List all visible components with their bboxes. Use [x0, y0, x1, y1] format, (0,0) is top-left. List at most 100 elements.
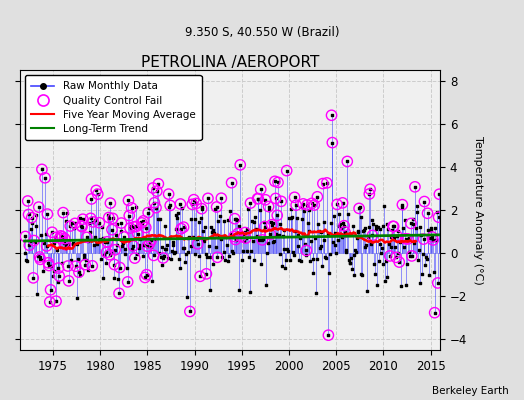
Point — [361, 225, 369, 231]
Point — [55, 273, 63, 279]
Point — [294, 232, 303, 238]
Point — [105, 214, 113, 221]
Point — [312, 290, 320, 296]
Point — [386, 253, 394, 259]
Point — [179, 245, 187, 251]
Point — [407, 220, 415, 227]
Point — [209, 261, 217, 268]
Point — [141, 274, 149, 281]
Point — [301, 252, 310, 258]
Point — [401, 236, 410, 242]
Point — [314, 220, 322, 227]
Point — [113, 242, 121, 248]
Point — [179, 224, 188, 230]
Point — [31, 212, 40, 218]
Point — [368, 232, 377, 239]
Point — [27, 214, 36, 221]
Point — [265, 203, 273, 210]
Point — [297, 258, 305, 264]
Point — [190, 250, 199, 257]
Point — [340, 222, 348, 229]
Point — [435, 191, 443, 197]
Point — [66, 240, 74, 247]
Point — [269, 220, 278, 226]
Point — [45, 262, 53, 269]
Point — [388, 226, 396, 233]
Point — [373, 282, 381, 288]
Point — [234, 230, 242, 237]
Point — [75, 272, 84, 278]
Point — [77, 214, 85, 221]
Point — [309, 256, 318, 262]
Point — [389, 223, 397, 230]
Point — [129, 243, 137, 249]
Point — [290, 194, 299, 200]
Point — [306, 258, 314, 264]
Point — [366, 186, 374, 192]
Point — [310, 202, 319, 208]
Point — [408, 216, 417, 222]
Point — [383, 221, 391, 227]
Point — [285, 214, 293, 221]
Point — [319, 180, 327, 187]
Point — [236, 162, 244, 168]
Point — [258, 237, 267, 243]
Point — [154, 181, 162, 187]
Point — [315, 244, 324, 251]
Point — [305, 207, 314, 213]
Point — [268, 222, 276, 228]
Point — [168, 247, 176, 254]
Point — [359, 226, 368, 233]
Point — [342, 247, 351, 253]
Point — [79, 216, 87, 222]
Point — [381, 278, 389, 284]
Point — [202, 271, 211, 277]
Point — [254, 196, 262, 202]
Point — [348, 266, 356, 273]
Point — [367, 241, 375, 248]
Point — [72, 241, 81, 247]
Point — [130, 255, 139, 261]
Point — [110, 261, 118, 268]
Point — [287, 215, 295, 222]
Point — [149, 185, 157, 191]
Point — [300, 208, 308, 214]
Point — [358, 271, 366, 278]
Point — [44, 260, 52, 266]
Point — [374, 224, 382, 230]
Point — [135, 244, 143, 251]
Point — [313, 194, 322, 200]
Point — [365, 191, 374, 197]
Point — [78, 224, 86, 230]
Point — [188, 201, 196, 208]
Point — [110, 274, 118, 281]
Point — [279, 232, 287, 239]
Point — [143, 243, 151, 250]
Point — [139, 218, 148, 224]
Point — [144, 210, 152, 216]
Point — [61, 242, 70, 248]
Point — [200, 238, 208, 244]
Point — [159, 255, 167, 261]
Point — [187, 216, 195, 223]
Point — [364, 224, 373, 230]
Point — [236, 162, 244, 168]
Point — [191, 216, 200, 222]
Point — [132, 223, 140, 230]
Text: 9.350 S, 40.550 W (Brazil): 9.350 S, 40.550 W (Brazil) — [185, 26, 339, 39]
Point — [48, 229, 56, 236]
Point — [81, 262, 90, 268]
Point — [430, 310, 439, 316]
Point — [420, 198, 429, 205]
Point — [379, 261, 388, 268]
Point — [202, 271, 211, 277]
Point — [125, 212, 134, 219]
Point — [302, 247, 311, 254]
Point — [54, 265, 63, 271]
Point — [38, 166, 46, 172]
Point — [397, 204, 406, 210]
Point — [286, 257, 294, 264]
Point — [160, 253, 168, 259]
Point — [198, 203, 206, 210]
Point — [99, 234, 107, 241]
